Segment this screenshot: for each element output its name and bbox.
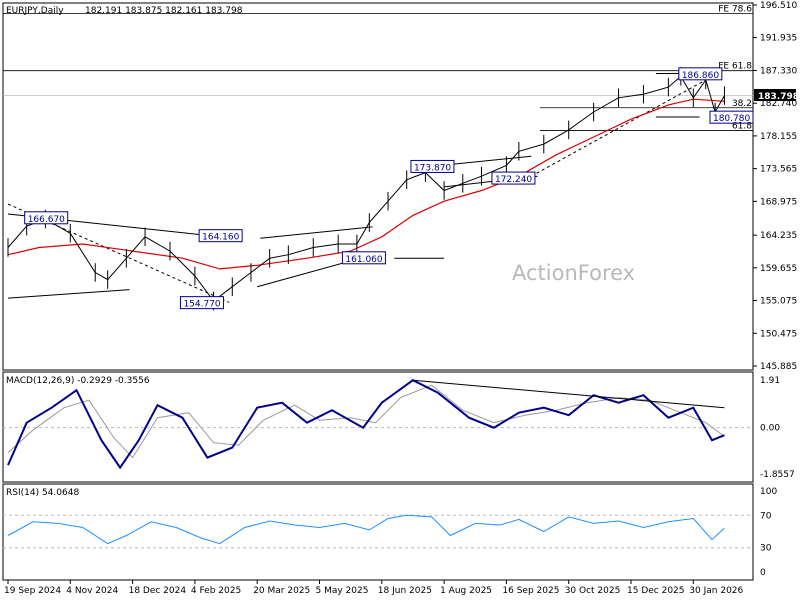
date-tick-label: 30 Jan 2026	[689, 586, 743, 596]
macd-tick-label: 1.91	[760, 376, 780, 386]
price-label-box	[341, 251, 386, 265]
price-panel-frame	[2, 2, 754, 371]
date-tick-label: 30 Oct 2025	[565, 586, 621, 596]
rsi-tick-label: 0	[760, 568, 766, 578]
macd-line	[7, 379, 725, 470]
price-labels: 166.670 164.160 161.060 154.770 173.870 172.2…	[24, 67, 754, 310]
price-label-text: 166.670	[28, 215, 65, 225]
price-tick-label: 150.475	[760, 329, 797, 339]
rsi-tick-label: 100	[760, 487, 777, 497]
price-tick-label: 173.565	[760, 165, 797, 175]
trendline	[260, 226, 373, 239]
price-label-text: 172.240	[495, 175, 532, 185]
price-tick-label: 196.510	[760, 1, 797, 11]
price-label-box	[198, 229, 243, 243]
current-price-value: 183.798	[758, 92, 799, 102]
price-label-box	[709, 110, 754, 124]
macd-tick-label: 0.00	[760, 424, 780, 434]
price-label-box	[410, 159, 455, 173]
date-tick-label: 1 Aug 2025	[440, 586, 492, 596]
moving-average	[7, 98, 725, 270]
macd-lines	[3, 379, 753, 470]
horizontal-levels	[3, 13, 753, 131]
price-axis-ticks: 196.510 191.935 187.330 182.740 178.155 173.5…	[753, 1, 797, 372]
fib-label: 38.2	[732, 99, 752, 109]
price-tick-label: 168.975	[760, 197, 797, 207]
rsi-label: RSI(14) 54.0648	[6, 488, 79, 498]
macd-tick-label: -1.8557	[760, 470, 795, 480]
fibonacci-labels: FE 78.6 FE 61.8 38.2 61.8	[718, 5, 752, 132]
price-tick-label: 159.655	[760, 264, 797, 274]
price-label-box	[491, 171, 536, 185]
price-tick-label: 164.235	[760, 231, 797, 241]
price-tick-label: 191.935	[760, 34, 797, 44]
fib-label: FE 78.6	[718, 5, 752, 15]
price-tick-label: 145.885	[760, 362, 797, 372]
rsi-line	[3, 514, 753, 549]
price-label-text: 186.860	[682, 71, 719, 81]
ma-line	[7, 98, 725, 270]
price-tick-label: 187.330	[760, 66, 797, 76]
date-tick-label: 18 Dec 2024	[129, 586, 187, 596]
dashed-trendline	[7, 203, 230, 303]
rsi-tick-label: 70	[760, 511, 772, 521]
price-label-text: 180.780	[713, 114, 750, 124]
symbol-header: EURJPY,Daily	[6, 6, 64, 16]
price-tick-label: 155.075	[760, 296, 797, 306]
date-tick-label: 4 Nov 2024	[66, 586, 118, 596]
fib-label: 61.8	[732, 122, 752, 132]
macd-panel-frame	[2, 371, 754, 483]
price-tick-label: 182.740	[760, 99, 797, 109]
date-tick-label: 5 May 2025	[316, 586, 369, 596]
date-tick-label: 19 Sep 2024	[4, 586, 61, 596]
trendline	[7, 289, 130, 299]
current-price-tag	[754, 89, 796, 101]
macd-signal-line	[7, 384, 725, 459]
price-label-text: 161.060	[345, 255, 382, 265]
price-label-text: 173.870	[414, 163, 451, 173]
price-tick-label: 178.155	[760, 132, 797, 142]
ohlc-header: 182.191 183.875 182.161 183.798	[85, 6, 243, 16]
watermark: ActionForex	[512, 261, 635, 285]
rsi-panel-frame	[2, 483, 754, 581]
fib-label: FE 61.8	[718, 62, 752, 72]
macd-axis-ticks: 1.91 0.00 -1.8557	[760, 376, 795, 480]
rsi-tick-label: 30	[760, 544, 772, 554]
rsi-axis-ticks: 100 70 30 0	[760, 487, 777, 578]
price-line	[7, 75, 725, 302]
price-label-box	[179, 296, 224, 310]
rsi-line	[7, 514, 725, 545]
date-tick-label: 4 Feb 2025	[191, 586, 241, 596]
date-tick-label: 20 Mar 2025	[253, 586, 310, 596]
date-tick-label: 18 Jun 2025	[378, 586, 432, 596]
price-label-box	[678, 67, 723, 81]
date-tick-label: 16 Sep 2025	[502, 586, 559, 596]
date-tick-label: 15 Dec 2025	[627, 586, 685, 596]
macd-label: MACD(12,26,9) -0.2929 -0.3556	[6, 376, 150, 386]
price-label-text: 154.770	[183, 300, 220, 310]
macd-trendline	[412, 379, 725, 409]
date-axis: 19 Sep 2024 4 Nov 2024 18 Dec 2024 4 Feb 20…	[4, 580, 744, 596]
price-label-box	[24, 211, 69, 225]
price-label-text: 164.160	[202, 233, 239, 243]
